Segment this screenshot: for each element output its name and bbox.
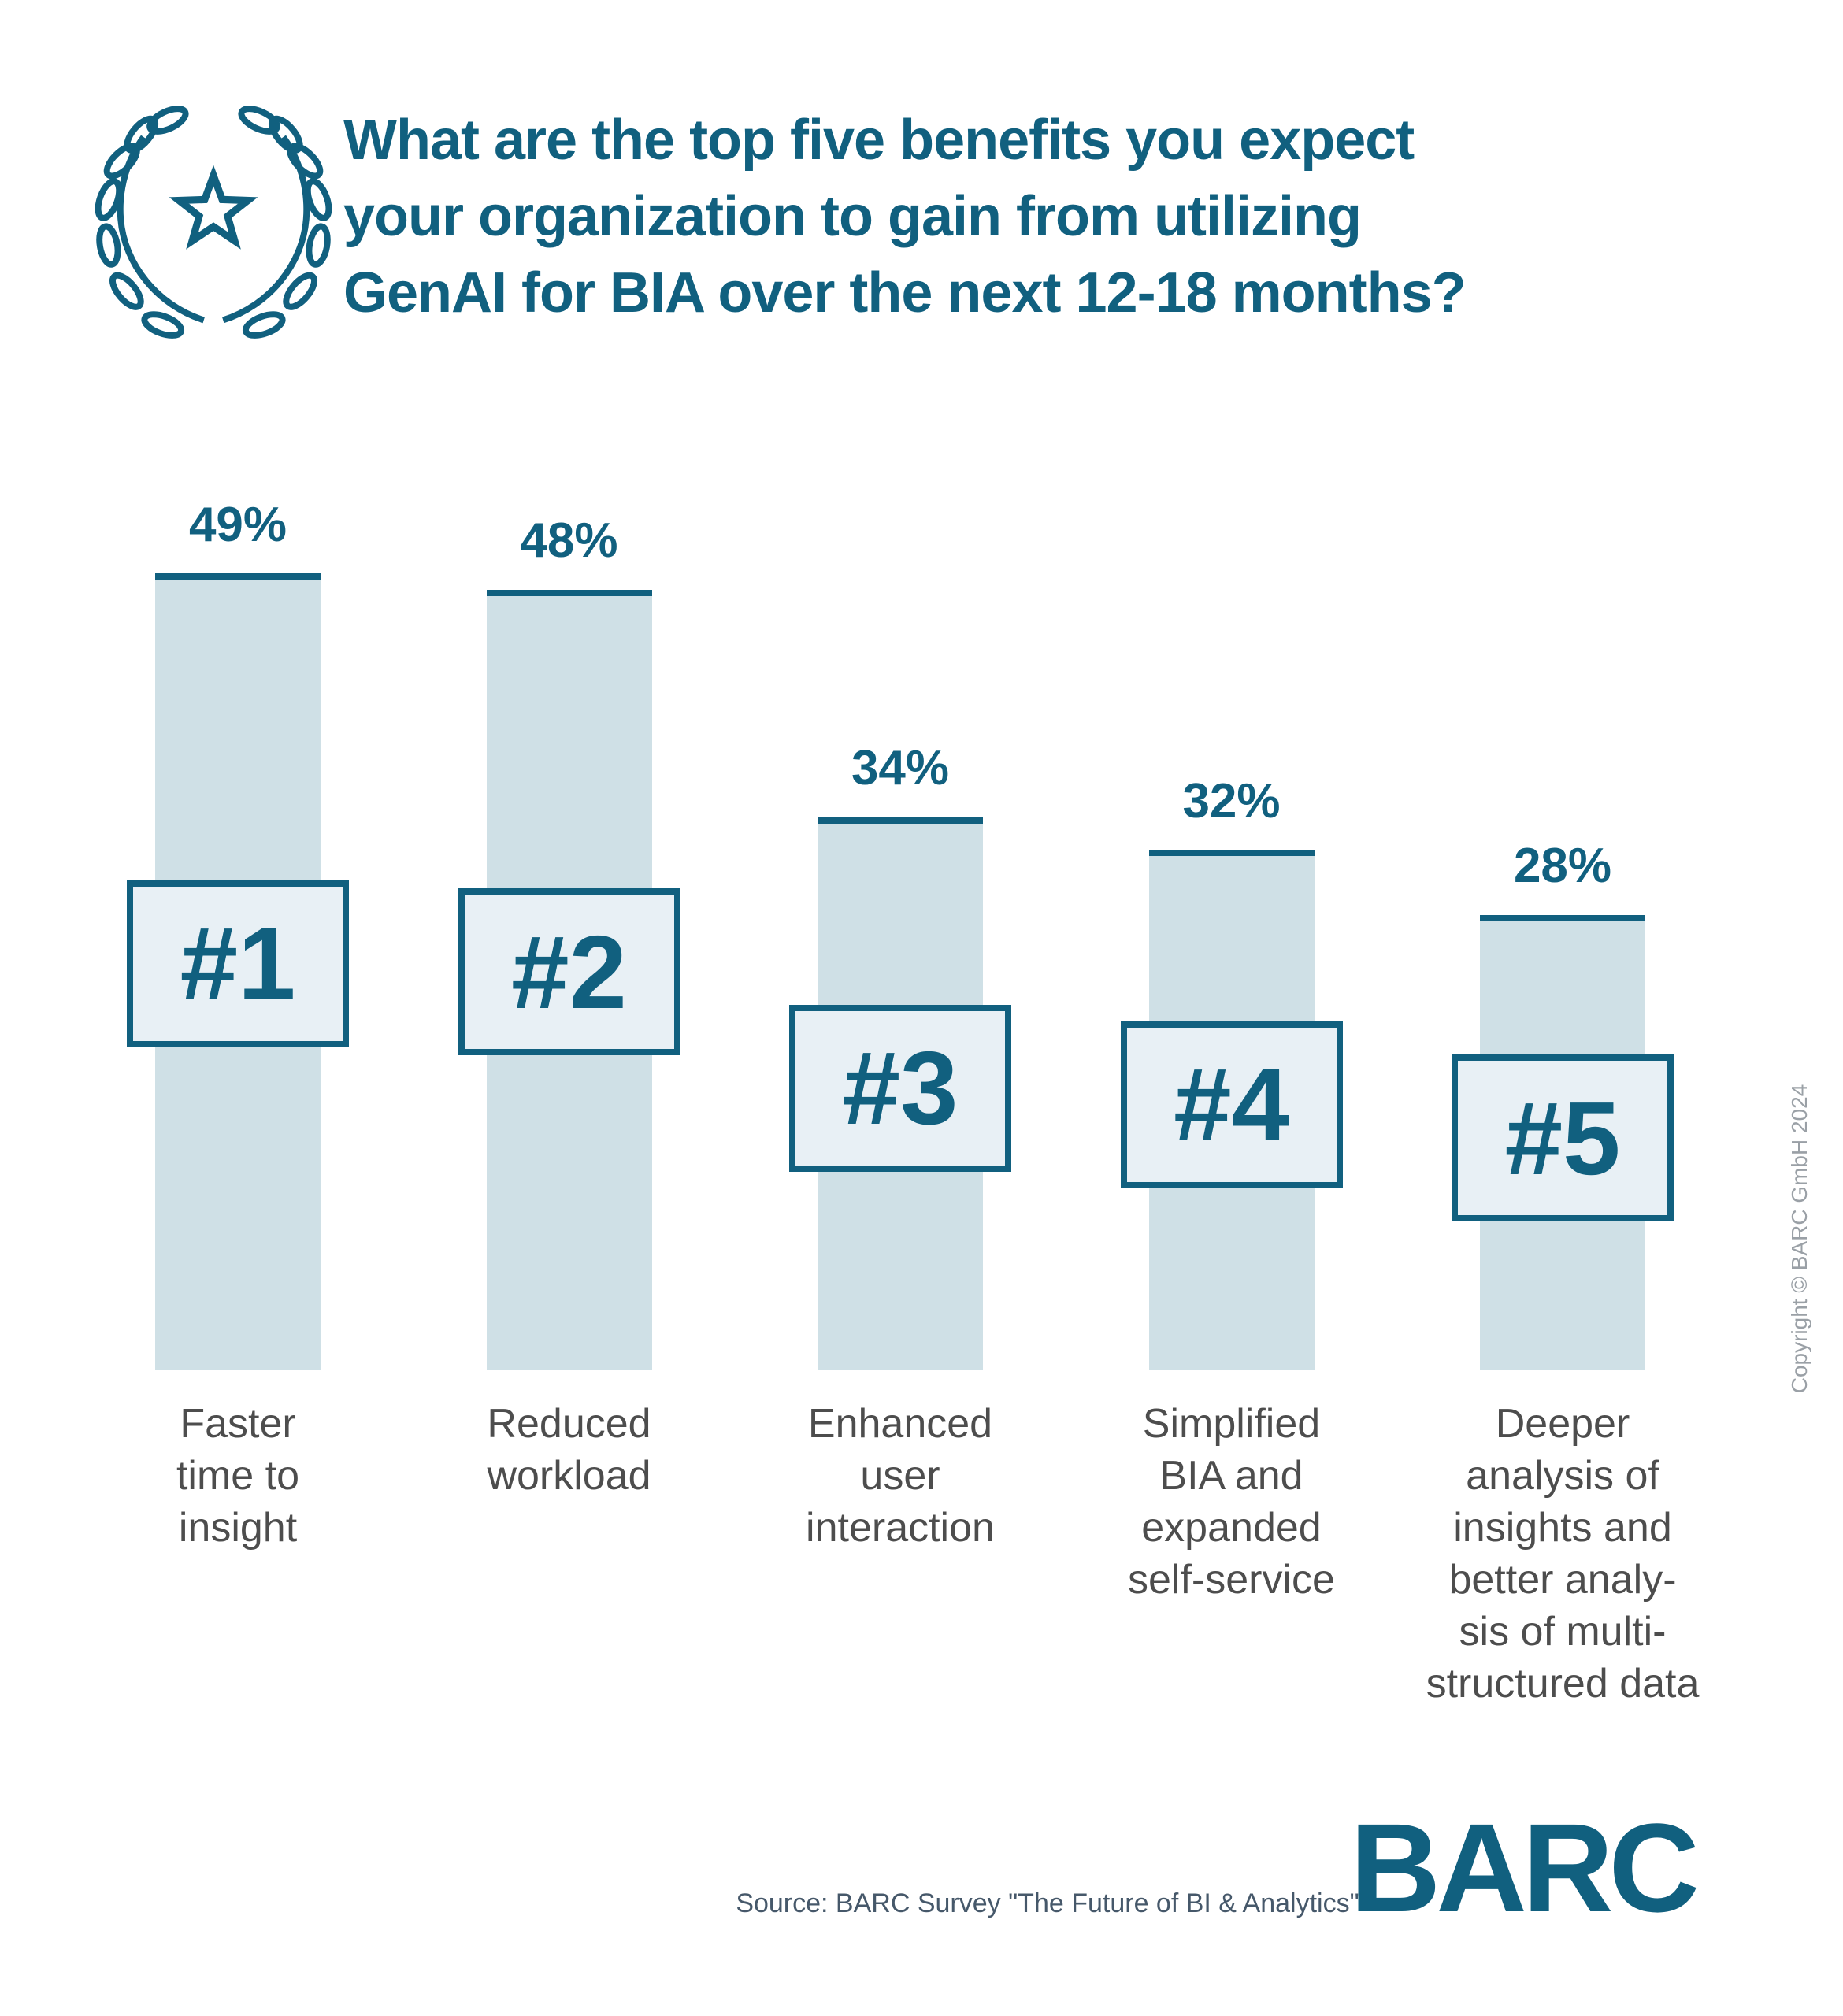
rank-badge: #4: [1120, 1021, 1343, 1188]
bar-category-label: Simplified BIA and expanded self-service: [1128, 1401, 1335, 1603]
rank-badge: #1: [127, 880, 349, 1047]
rank-badge: #3: [789, 1004, 1011, 1172]
bar-value-label: 48%: [520, 513, 618, 569]
bar-category-label: Deeper analysis of insights and better a…: [1426, 1401, 1700, 1707]
bar-category-label: Enhanced user interaction: [806, 1401, 995, 1551]
source-note: Source: BARC Survey "The Future of BI & …: [736, 1888, 1359, 1918]
page-title: What are the top five benefits you expec…: [343, 109, 1467, 324]
bar-value-label: 49%: [188, 497, 287, 552]
bar-category-label: Reduced workload: [487, 1401, 651, 1499]
barc-logo: BARC: [1349, 1797, 1700, 1938]
laurel-wreath-star-icon: [93, 101, 334, 342]
rank-badge: #2: [458, 888, 680, 1056]
bar-value-label: 32%: [1182, 773, 1281, 828]
star-icon: [169, 165, 258, 250]
rank-badge: #5: [1452, 1054, 1674, 1222]
bar-value-label: 28%: [1513, 839, 1612, 894]
bar-category-label: Faster time to insight: [176, 1401, 300, 1551]
bar-value-label: 34%: [851, 741, 950, 796]
copyright-note: Copyright © BARC GmbH 2024: [1787, 1084, 1811, 1394]
